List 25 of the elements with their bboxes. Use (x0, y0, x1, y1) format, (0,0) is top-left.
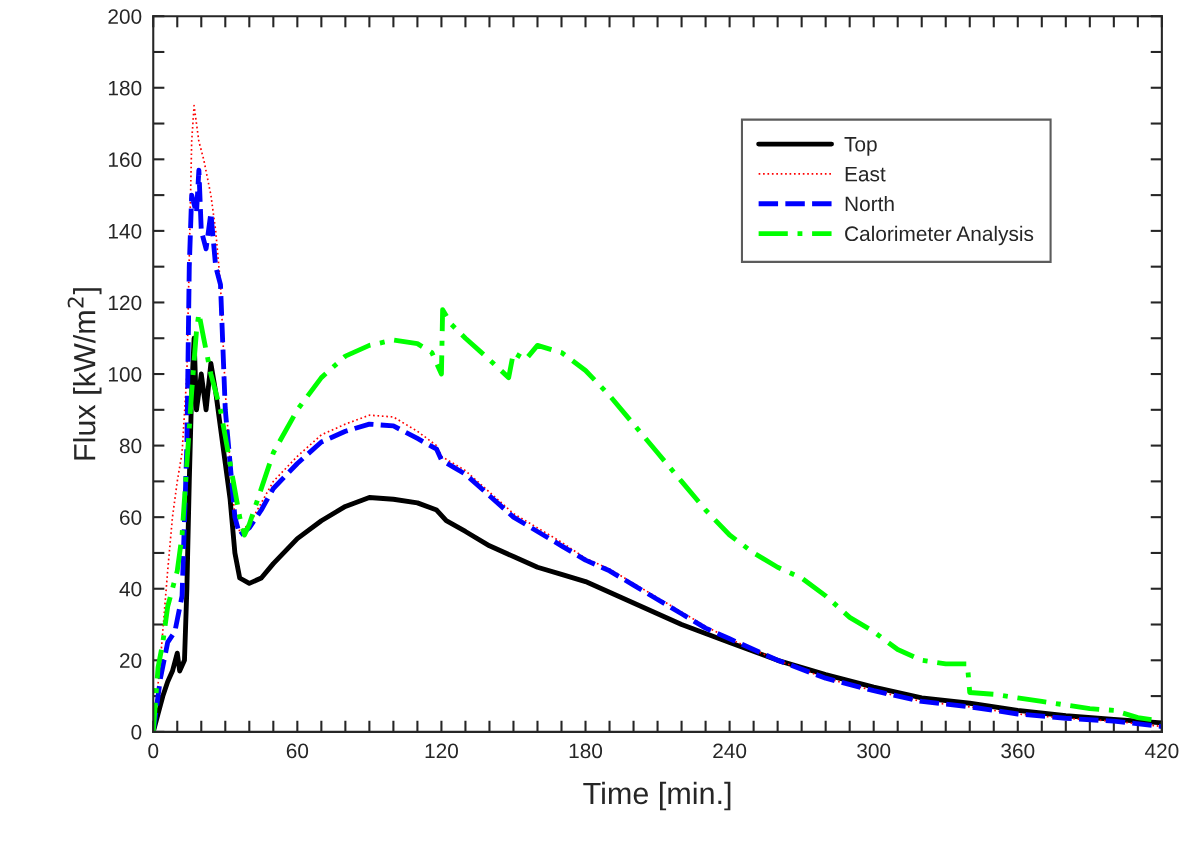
y-tick-label: 200 (108, 9, 142, 24)
x-tick-label: 360 (1001, 743, 1035, 759)
legend-label: East (845, 166, 886, 182)
legend-label: Calorimeter Analysis (845, 225, 1034, 246)
y-tick-label: 60 (120, 510, 142, 525)
y-tick-label: 160 (108, 152, 142, 168)
x-tick-label: 420 (1144, 743, 1179, 759)
y-tick-label: 20 (120, 653, 142, 669)
y-axis-title: Flux [kW/m$^{2}$] (67, 288, 102, 460)
x-tick-label: 60 (286, 743, 309, 759)
legend-label: Top (844, 137, 877, 156)
y-tick-label: 180 (108, 80, 142, 96)
x-tick-label: 240 (713, 743, 747, 759)
legend-label: North (845, 195, 894, 212)
y-tick-label: 0 (131, 724, 142, 740)
y-tick-label: 100 (108, 367, 142, 382)
y-tick-label: 80 (119, 438, 142, 454)
x-axis-title: Time [min.] (583, 781, 731, 811)
y-tick-label: 40 (119, 581, 142, 597)
x-tick-label: 300 (857, 743, 891, 759)
x-tick-label: 120 (425, 743, 458, 759)
x-tick-label: 0 (148, 743, 159, 759)
y-tick-label: 120 (108, 295, 142, 311)
y-tick-label: 140 (108, 223, 142, 239)
x-tick-label: 180 (569, 743, 603, 759)
